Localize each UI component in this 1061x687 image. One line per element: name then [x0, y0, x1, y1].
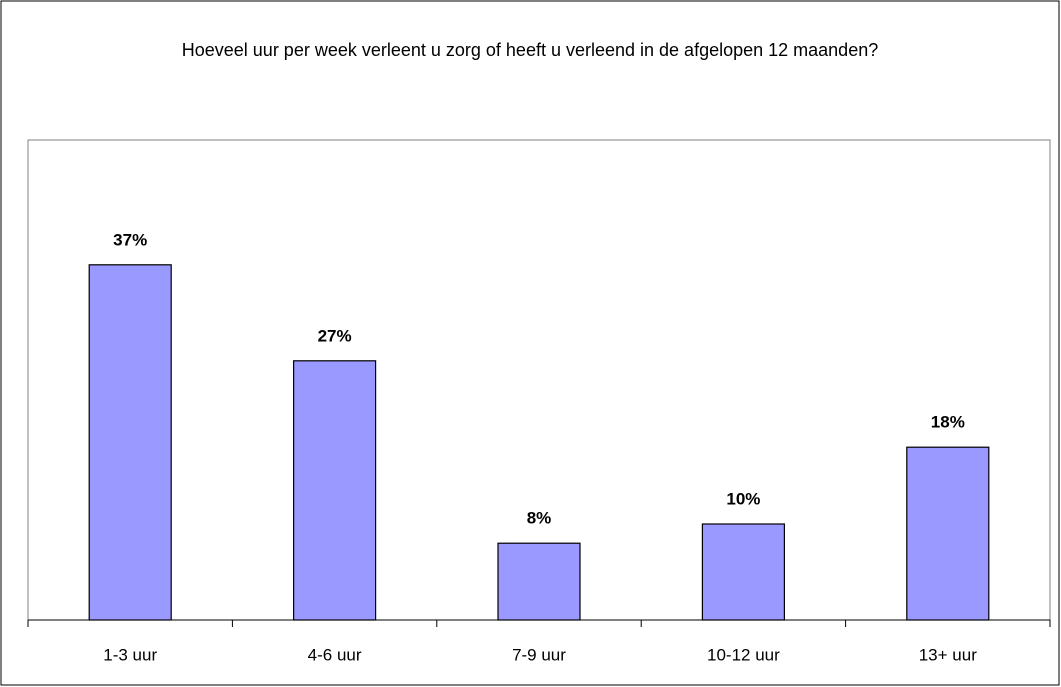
data-label: 8%	[527, 509, 552, 528]
bar	[906, 446, 990, 621]
chart-title: Hoeveel uur per week verleent u zorg of …	[181, 40, 879, 60]
bar	[293, 360, 377, 621]
plot-area	[27, 139, 1051, 621]
x-tick-label: 4-6 uur	[308, 645, 362, 664]
x-tick-label: 1-3 uur	[103, 645, 157, 664]
x-tick-label: 13+ uur	[919, 645, 977, 664]
x-tick-label: 7-9 uur	[512, 645, 566, 664]
bar	[701, 523, 786, 621]
data-label: 10%	[726, 489, 760, 508]
bar	[88, 264, 172, 621]
data-label: 37%	[113, 230, 147, 249]
data-label: 27%	[318, 326, 352, 345]
data-label: 18%	[931, 413, 965, 432]
x-tick-label: 10-12 uur	[707, 645, 780, 664]
bar	[497, 542, 581, 621]
